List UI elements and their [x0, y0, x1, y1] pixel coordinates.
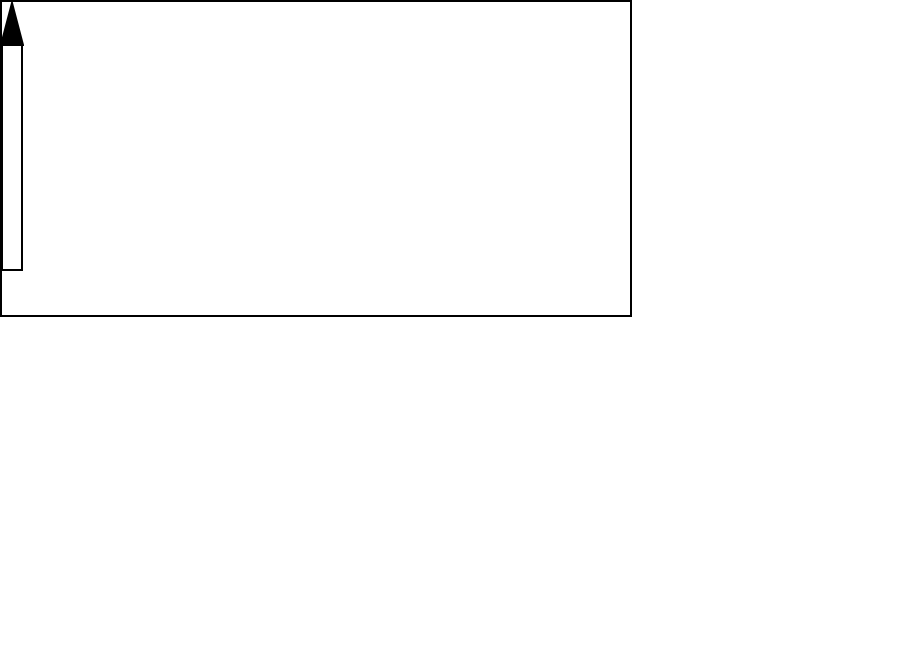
- colorbar: [0, 0, 140, 290]
- cloud-density-field: [2, 2, 630, 315]
- colorbar-overflow-arrow-icon: [0, 0, 24, 46]
- colorbar-scale: [1, 44, 23, 271]
- plot-area: [0, 0, 632, 317]
